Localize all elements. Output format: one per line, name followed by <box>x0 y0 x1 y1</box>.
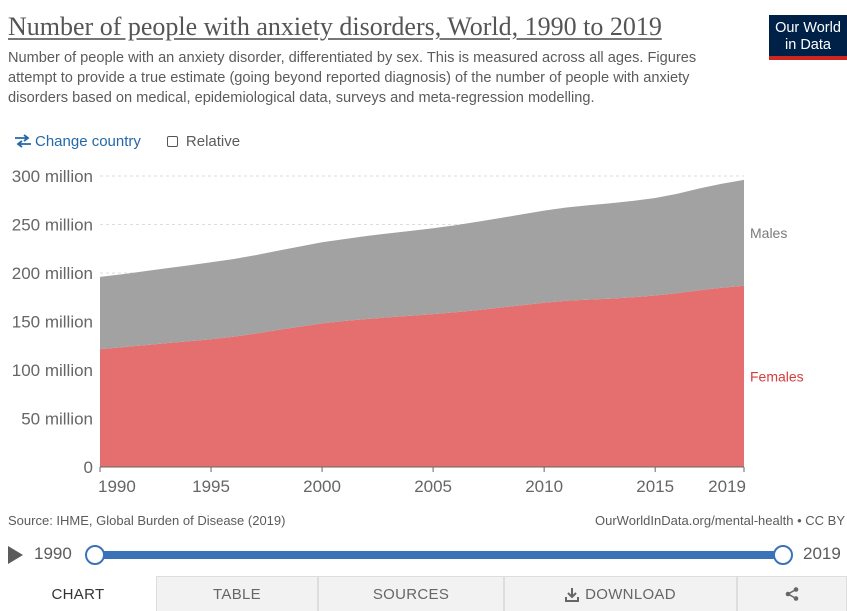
chart-areas <box>100 179 744 467</box>
chart-axes <box>99 466 745 472</box>
tab-sources[interactable]: SOURCES <box>318 576 504 611</box>
chart-title: Number of people with anxiety disorders,… <box>8 12 662 41</box>
tab-chart[interactable]: CHART <box>0 576 156 611</box>
x-tick-label: 2010 <box>525 477 563 496</box>
change-country-button[interactable]: Change country <box>14 133 141 150</box>
series-label-males: Males <box>750 225 787 241</box>
timeline-start-label: 1990 <box>34 544 72 563</box>
x-tick-label: 2019 <box>708 477 746 496</box>
change-country-label: Change country <box>35 132 141 150</box>
x-tick-label: 1990 <box>98 477 136 496</box>
share-icon <box>785 587 799 601</box>
play-icon[interactable] <box>8 546 23 564</box>
x-tick-label: 2000 <box>303 477 341 496</box>
credit-link[interactable]: OurWorldInData.org/mental-health • CC BY <box>595 513 845 528</box>
relative-toggle[interactable]: Relative <box>166 132 241 150</box>
tab-download[interactable]: DOWNLOAD <box>504 576 737 611</box>
tab-sources-label: SOURCES <box>372 585 450 603</box>
area-series-males <box>100 179 744 350</box>
chart-subtitle: Number of people with an anxiety disorde… <box>8 50 697 106</box>
tab-table[interactable]: TABLE <box>156 576 318 611</box>
owid-logo[interactable]: Our World in Data <box>769 15 847 60</box>
logo-line-2: in Data <box>785 37 831 53</box>
logo-line-1: Our World <box>775 20 841 36</box>
tab-bar: CHART TABLE SOURCES DOWNLOAD <box>0 576 847 611</box>
series-label-females: Females <box>750 368 804 384</box>
x-axis-ticks: 1990 1995 2000 2005 2010 2015 2019 <box>98 477 746 496</box>
tab-table-label: TABLE <box>213 585 261 603</box>
y-tick-label: 250 million <box>12 216 93 235</box>
download-icon <box>565 587 580 602</box>
y-tick-label: 50 million <box>21 410 93 429</box>
tab-download-label: DOWNLOAD <box>585 585 676 603</box>
y-tick-label: 300 million <box>12 167 93 186</box>
x-tick-label: 2015 <box>636 477 674 496</box>
swap-arrows-icon <box>15 134 31 148</box>
area-series-females <box>100 285 744 467</box>
x-tick-label: 1995 <box>192 477 230 496</box>
source-note[interactable]: Source: IHME, Global Burden of Disease (… <box>8 513 286 528</box>
area-chart: 0 50 million 100 million 150 million 200 mil… <box>12 167 804 496</box>
relative-checkbox[interactable] <box>166 135 178 147</box>
chart-controls: Change country Relative <box>14 131 240 151</box>
y-tick-label: 0 <box>84 458 93 477</box>
y-tick-label: 200 million <box>12 264 93 283</box>
y-axis-ticks: 0 50 million 100 million 150 million 200 mil… <box>12 167 93 477</box>
y-tick-label: 100 million <box>12 361 93 380</box>
timeline-start-handle[interactable] <box>85 545 105 565</box>
relative-label: Relative <box>185 132 241 150</box>
timeline-track[interactable] <box>94 551 784 559</box>
timeline-end-label: 2019 <box>803 544 841 563</box>
share-button[interactable] <box>737 576 847 611</box>
tab-chart-label: CHART <box>51 585 105 603</box>
y-tick-label: 150 million <box>12 313 93 332</box>
series-labels: Females Males <box>750 225 804 385</box>
timeline-end-handle[interactable] <box>773 545 793 565</box>
timeline: 1990 2019 <box>0 540 847 570</box>
x-tick-label: 2005 <box>414 477 452 496</box>
